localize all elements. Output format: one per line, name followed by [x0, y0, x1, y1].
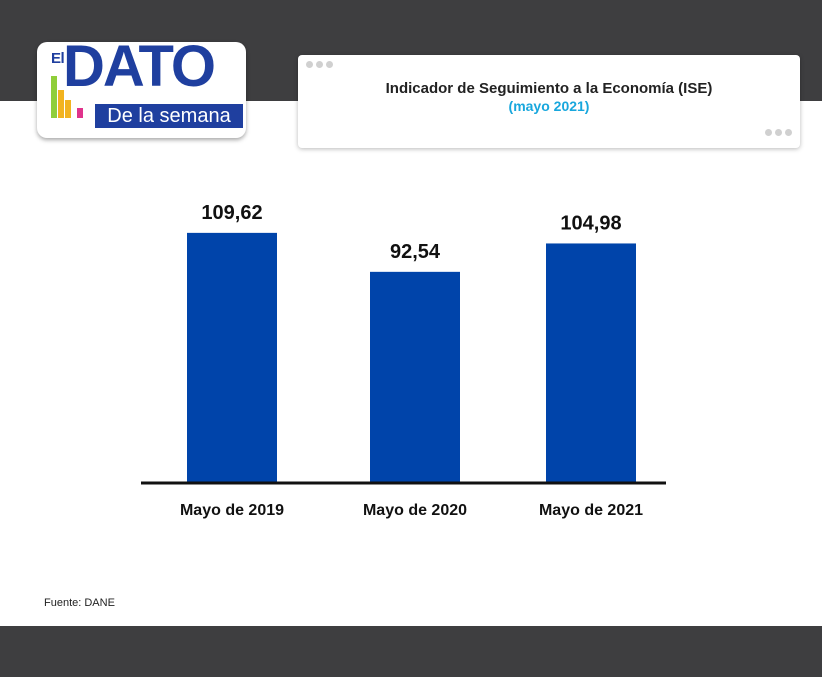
- logo-bar-orange: [65, 100, 71, 118]
- dots-icon: [765, 129, 792, 136]
- bar-3: [546, 243, 636, 483]
- logo-bar-yellow: [58, 90, 64, 118]
- logo-subtitle: De la semana: [95, 104, 243, 128]
- bar-1: [187, 232, 277, 483]
- logo-bar-green: [51, 76, 57, 118]
- chart-title: Indicador de Seguimiento a la Economía (…: [385, 80, 713, 97]
- chart-subtitle: (mayo 2021): [508, 98, 590, 114]
- category-label: Mayo de 2021: [539, 502, 643, 519]
- logo-dato-text: DATO: [63, 34, 216, 99]
- logo-el-text: El: [51, 50, 65, 67]
- bottom-band: [0, 626, 822, 677]
- source-note: Fuente: DANE: [44, 597, 115, 609]
- title-card: Indicador de Seguimiento a la Economía (…: [298, 55, 800, 148]
- logo: El DATO De la semana: [37, 38, 246, 138]
- data-label: 109,62: [201, 202, 262, 224]
- logo-bar-pink: [77, 108, 83, 118]
- category-label: Mayo de 2020: [363, 502, 467, 519]
- data-label: 92,54: [390, 241, 441, 263]
- data-label: 104,98: [560, 212, 621, 234]
- category-label: Mayo de 2019: [180, 502, 284, 519]
- dots-icon: [306, 61, 333, 68]
- bar-2: [370, 271, 460, 483]
